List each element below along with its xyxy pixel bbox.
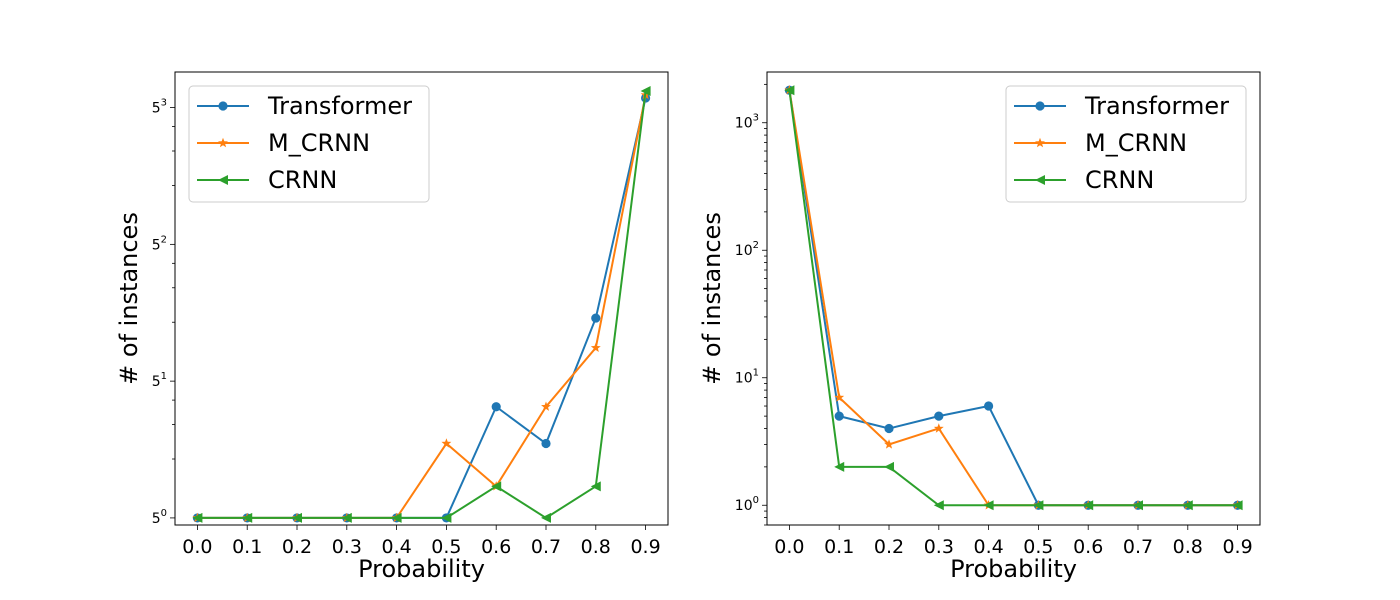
x-tick-label: 0.6 xyxy=(1073,536,1103,558)
data-point xyxy=(441,512,452,523)
legend-item: Transformer xyxy=(197,92,412,120)
y-axis-title: # of instances xyxy=(698,212,726,385)
legend-marker xyxy=(218,137,228,148)
data-point xyxy=(590,481,601,492)
plot-frame xyxy=(766,71,1261,526)
data-point xyxy=(541,438,551,449)
data-point xyxy=(933,500,944,511)
x-tick-label: 0.9 xyxy=(630,536,660,558)
x-axis-title: Probability xyxy=(950,555,1077,583)
legend-label: M_CRNN xyxy=(268,129,370,157)
y-tick-label: 103 xyxy=(735,113,759,132)
legend-item: Transformer xyxy=(1014,92,1229,120)
plot-frame xyxy=(174,71,669,526)
x-tick-label: 0.5 xyxy=(1023,536,1053,558)
x-tick-label: 0.6 xyxy=(481,536,511,558)
data-point xyxy=(292,512,303,523)
legend-label: CRNN xyxy=(268,166,337,194)
legend-item: CRNN xyxy=(197,166,337,194)
y-tick-label: 52 xyxy=(152,234,167,253)
legend-marker xyxy=(1035,137,1045,148)
legend-item: CRNN xyxy=(1014,166,1154,194)
data-point xyxy=(1232,500,1243,511)
legend-marker xyxy=(218,175,228,185)
data-point xyxy=(1033,500,1044,511)
x-tick-label: 0.3 xyxy=(924,536,954,558)
data-point xyxy=(1132,500,1143,511)
data-point xyxy=(192,512,203,523)
legend-label: M_CRNN xyxy=(1085,129,1187,157)
x-tick-label: 0.7 xyxy=(1123,536,1153,558)
data-point xyxy=(884,439,894,449)
data-point xyxy=(541,401,551,411)
x-axis-title: Probability xyxy=(358,555,485,583)
legend-label: Transformer xyxy=(1084,92,1229,120)
chart-left: 0.0 0.1 0.2 0.3 0.4 0.5 0.6 0.7 0.8 0.9 50 51 52 53 Pr… xyxy=(115,71,669,583)
data-point xyxy=(1083,500,1094,511)
legend-label: Transformer xyxy=(267,92,412,120)
legend-item: M_CRNN xyxy=(197,129,370,157)
data-point xyxy=(441,438,452,448)
x-tick-label: 0.1 xyxy=(824,536,854,558)
legend-marker xyxy=(1035,175,1045,185)
x-tick-label: 0.8 xyxy=(581,536,611,558)
data-point xyxy=(984,401,994,411)
data-point xyxy=(784,85,795,96)
data-point xyxy=(590,342,601,353)
data-point xyxy=(834,392,845,402)
data-point xyxy=(884,423,894,434)
x-tick-label: 0.0 xyxy=(182,536,212,558)
series-crnn xyxy=(192,85,651,523)
x-tick-label: 0.7 xyxy=(531,536,561,558)
legend-marker xyxy=(218,101,228,111)
series-crnn xyxy=(784,85,1243,511)
legend-box xyxy=(1005,85,1247,203)
data-point xyxy=(640,85,651,96)
data-point xyxy=(1182,500,1193,511)
legend-marker xyxy=(1035,101,1045,111)
legend: Transformer M_CRNN CRNN xyxy=(1005,85,1247,203)
x-tick-label: 0.5 xyxy=(431,536,461,558)
data-point xyxy=(540,512,551,523)
legend-box xyxy=(188,85,430,203)
data-point xyxy=(391,512,402,523)
x-tick-label: 0.8 xyxy=(1173,536,1203,558)
y-tick-label: 50 xyxy=(152,508,167,527)
x-tick-label: 0.2 xyxy=(874,536,904,558)
y-axis-title: # of instances xyxy=(115,212,143,385)
y-tick-label: 51 xyxy=(152,371,167,390)
legend: Transformer M_CRNN CRNN xyxy=(188,85,430,203)
y-tick-label: 102 xyxy=(735,240,759,259)
data-point xyxy=(884,461,895,472)
legend-item: M_CRNN xyxy=(1014,129,1187,157)
data-point xyxy=(491,402,501,412)
x-tick-label: 0.3 xyxy=(332,536,362,558)
x-tick-label: 0.4 xyxy=(381,536,411,558)
data-point xyxy=(491,481,502,492)
x-tick-label: 0.9 xyxy=(1222,536,1252,558)
data-point xyxy=(834,411,844,421)
x-tick-label: 0.2 xyxy=(282,536,312,558)
data-point xyxy=(242,512,253,523)
chart-right: 0.0 0.1 0.2 0.3 0.4 0.5 0.6 0.7 0.8 0.9 100 101 102 1… xyxy=(698,71,1261,583)
data-point xyxy=(934,411,944,421)
data-point xyxy=(591,313,601,323)
data-point xyxy=(341,512,352,523)
x-tick-label: 0.4 xyxy=(973,536,1003,558)
data-point xyxy=(983,500,994,511)
series-line xyxy=(788,90,1238,507)
x-tick-label: 0.0 xyxy=(774,536,804,558)
data-point xyxy=(834,461,845,472)
data-point xyxy=(933,423,944,433)
series-line xyxy=(197,90,647,520)
legend-label: CRNN xyxy=(1085,166,1154,194)
y-tick-label: 100 xyxy=(735,495,759,514)
x-tick-label: 0.1 xyxy=(232,536,262,558)
y-tick-label: 53 xyxy=(152,98,167,117)
y-tick-label: 101 xyxy=(735,368,759,387)
